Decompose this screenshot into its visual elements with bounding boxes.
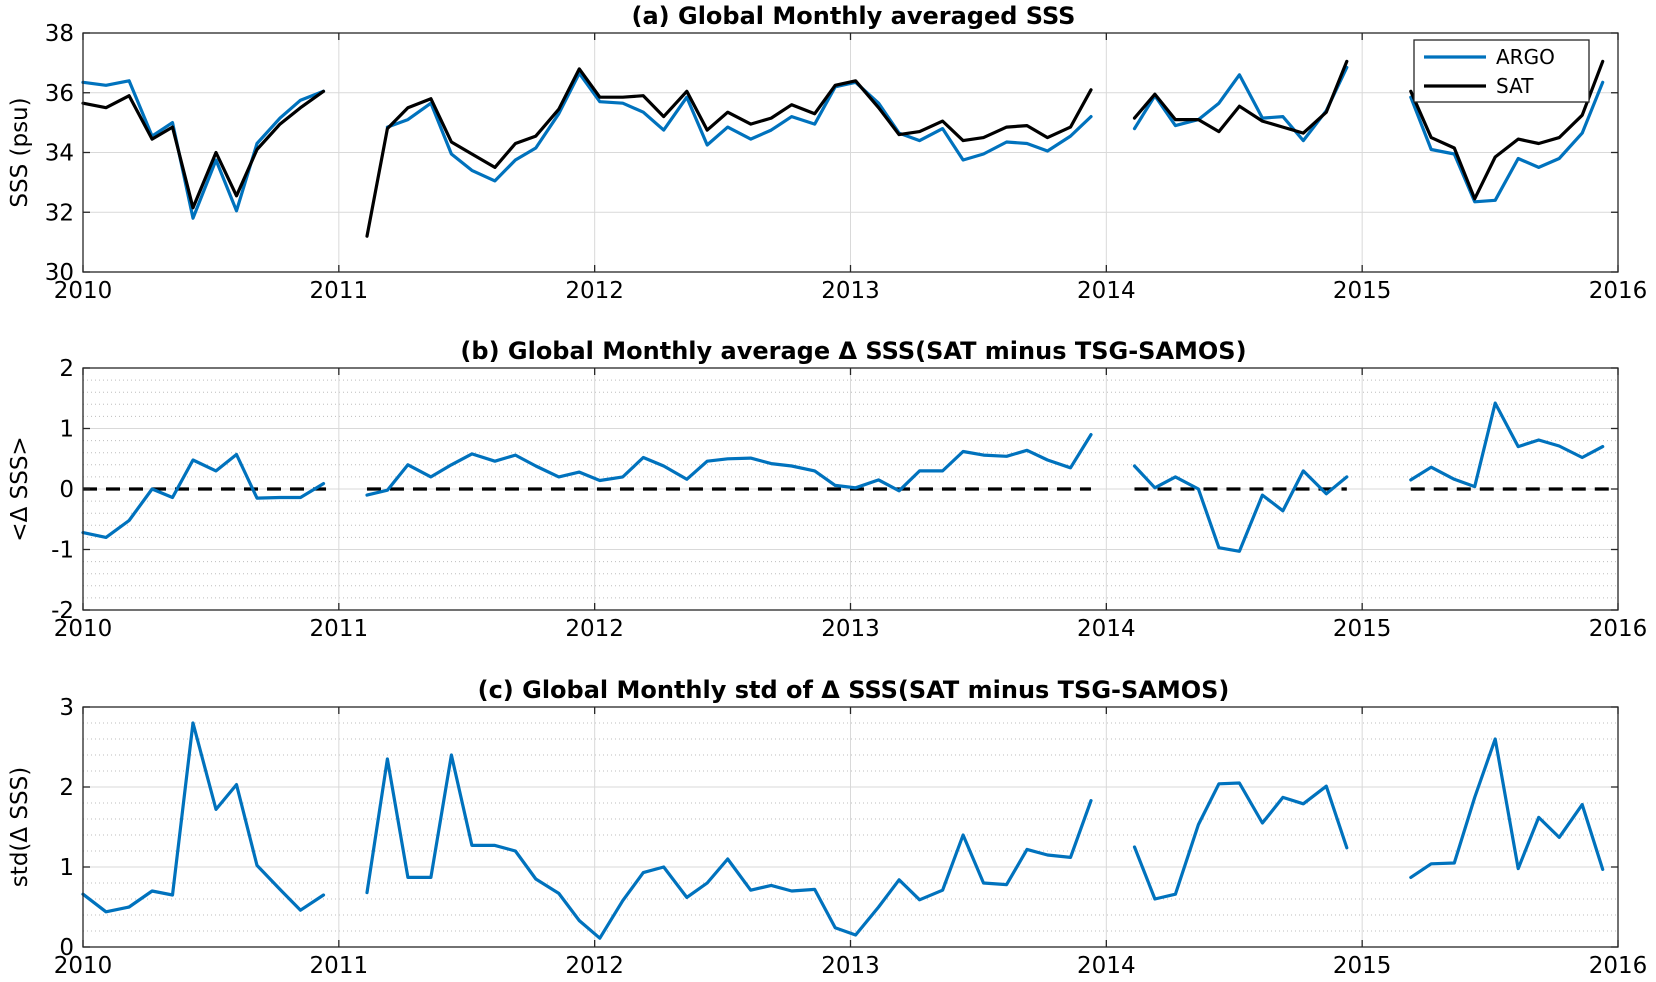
legend: ARGO SAT [1413,39,1590,103]
y-tick-label: 1 [59,855,74,881]
series-line-sat-segment-4 [1409,59,1605,201]
series-line-sat-segment-3 [1132,59,1349,135]
x-tick-label: 2011 [310,616,369,642]
x-tick-label: 2010 [54,278,113,304]
series-line-argo-segment-4 [1409,80,1605,204]
x-tick-label: 2011 [310,953,369,979]
x-tick-label: 2014 [1077,278,1136,304]
y-tick-label: 2 [59,775,74,801]
x-tick-label: 2013 [821,953,880,979]
y-tick-label: 0 [59,477,74,503]
panel-title: (b) Global Monthly average Δ SSS(SAT min… [460,337,1246,365]
y-tick-label: 1 [59,417,74,443]
y-tick-label: 34 [45,141,74,167]
x-tick-label: 2015 [1333,278,1392,304]
y-tick-label: 3 [59,695,74,721]
y-axis-label: SSS (psu) [7,97,33,207]
y-tick-label: -1 [51,538,74,564]
series-line-delta-sss-segment-4 [1409,401,1605,489]
series-line-delta-sss-segment-1 [81,452,326,540]
panel-title: (a) Global Monthly averaged SSS [632,2,1076,30]
x-tick-label: 2013 [821,616,880,642]
series-line-delta-sss-segment-3 [1132,781,1349,901]
y-axis-label: std(Δ SSS) [7,767,33,887]
panel-b: 2010 2011 2012 2013 2014 2015 2016 -2 -1 0 1 2 (b) G… [7,337,1647,642]
series-line-argo-segment-1 [81,79,326,220]
x-tick-label: 2012 [565,616,624,642]
x-tick-label: 2012 [565,278,624,304]
x-tick-label: 2014 [1077,616,1136,642]
x-tick-label: 2012 [565,953,624,979]
series-line-delta-sss-segment-3 [1132,464,1349,553]
series-line-sat-segment-2 [365,67,1093,238]
panel-a: 2010 2011 2012 2013 2014 2015 2016 30 32 34 36 38 (a… [7,2,1647,304]
y-tick-label: 0 [59,935,74,961]
series-line-delta-sss-segment-1 [81,721,326,914]
y-tick-label: 36 [45,81,74,107]
x-tick-label: 2013 [821,278,880,304]
x-tick-label: 2016 [1589,278,1648,304]
series-line-delta-sss-segment-2 [365,433,1093,497]
series-line-argo-segment-3 [1132,65,1349,143]
y-tick-label: 38 [45,21,74,47]
legend-box [1413,39,1590,103]
x-tick-label: 2010 [54,953,113,979]
x-tick-label: 2016 [1589,953,1648,979]
legend-label-sat: SAT [1496,74,1534,98]
y-tick-label: 32 [45,200,74,226]
x-tick-label: 2015 [1333,953,1392,979]
y-tick-label: -2 [51,598,74,624]
legend-label-argo: ARGO [1496,45,1555,69]
panel-c: 2010 2011 2012 2013 2014 2015 2016 0 1 2 3 (c) Glob… [7,676,1647,979]
series-line-delta-sss-segment-2 [365,753,1093,940]
y-tick-label: 30 [45,260,74,286]
series-line-delta-sss-segment-4 [1409,737,1605,880]
series-line-argo-segment-2 [385,71,1093,183]
x-tick-label: 2011 [310,278,369,304]
x-tick-label: 2010 [54,616,113,642]
y-tick-label: 2 [59,356,74,382]
x-tick-label: 2015 [1333,616,1392,642]
y-axis-label: <Δ SSS> [7,436,33,541]
x-tick-label: 2016 [1589,616,1648,642]
x-tick-label: 2014 [1077,953,1136,979]
panel-title: (c) Global Monthly std of Δ SSS(SAT minu… [478,676,1230,704]
series-line-sat-segment-1 [81,89,326,210]
